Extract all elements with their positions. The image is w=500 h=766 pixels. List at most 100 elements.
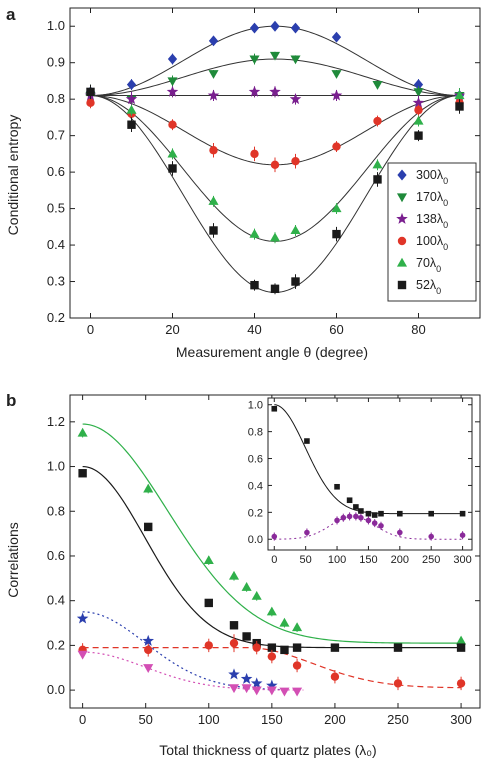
inset-x-tick-label: 150	[359, 554, 377, 566]
panel-a-data-point	[270, 284, 280, 294]
panel-a-fit-curves	[90, 25, 460, 293]
panel-a-y-tick-label: 0.5	[47, 201, 65, 216]
panel-a-ticks: 0 20 40 60 80 0.2 0.3 0.4 0.5 0.6 0.7 0.8 0.9 1.0	[47, 8, 480, 337]
legend-entry: 52λ0	[416, 278, 441, 296]
panel-b-fit-curve	[82, 611, 285, 691]
inset-data-point	[397, 510, 403, 517]
panel-b-data-point	[292, 622, 303, 632]
panel-b-y-tick-label: 0.0	[47, 682, 65, 697]
inset-data-point	[340, 514, 347, 521]
panel-b-data-point	[228, 570, 240, 580]
panel-b-data-point	[279, 617, 290, 627]
panel-b-data-point	[292, 661, 302, 670]
panel-a-data-point	[289, 93, 302, 105]
inset-x-tick-label: 250	[422, 554, 440, 566]
legend-marker	[396, 212, 408, 224]
inset-data-point	[304, 438, 310, 444]
panel-b-data-point	[251, 686, 262, 696]
panel-a-data-point	[166, 85, 179, 97]
panel-b-data-point	[242, 632, 251, 641]
panel-b-data-point	[78, 469, 87, 478]
panel-a-data-point	[125, 93, 138, 105]
panel-a-data-point	[331, 70, 342, 79]
panel-a-data-point	[86, 87, 95, 97]
panel-b-data-point	[266, 606, 277, 616]
legend-marker	[397, 236, 407, 246]
panel-b-data-point	[77, 427, 88, 437]
panel-b-data-point	[279, 687, 290, 697]
panel-a-data-point	[208, 70, 219, 79]
panel-b-y-tick-label: 0.6	[47, 548, 65, 563]
inset-frame	[267, 397, 473, 551]
panel-b-data-point	[292, 687, 303, 697]
panel-a-y-tick-label: 1.0	[47, 18, 65, 33]
panel-b-x-tick-label: 100	[198, 712, 220, 727]
inset-data-point	[459, 510, 466, 517]
panel-a-fit-curve	[90, 95, 460, 166]
panel-a-y-tick-label: 0.7	[47, 128, 65, 143]
panel-a-data-point	[168, 120, 177, 129]
panel-a-data-point	[412, 96, 425, 108]
inset-x-tick-label: 300	[453, 554, 471, 566]
panel-b-data-point	[250, 677, 263, 689]
inset-data-point	[365, 510, 372, 517]
panel-a-data-point	[372, 81, 383, 90]
panel-a-data-point	[126, 104, 137, 114]
inset-data-point	[353, 504, 359, 510]
panel-a-data-point	[290, 55, 301, 65]
inset-data-point	[358, 514, 364, 521]
legend-marker	[396, 193, 408, 203]
panel-a-data-point	[414, 131, 423, 140]
inset-data-point	[428, 510, 434, 517]
panel-b-frame	[69, 394, 481, 709]
inset-y-tick-label: 1.0	[248, 400, 263, 412]
inset-data-point	[459, 532, 466, 539]
inset-data-point	[346, 497, 353, 504]
inset-y-tick-label: 0.4	[248, 480, 263, 492]
panel-b-data-point	[241, 684, 252, 694]
panel-b-y-tick-label: 1.2	[47, 414, 65, 429]
panel-a-data-point	[127, 120, 136, 129]
panel-b-data-point	[229, 638, 239, 648]
panel-a-data-point	[455, 102, 464, 111]
panel-b-y-tick-label: 0.4	[47, 593, 65, 608]
inset-data-point	[378, 522, 384, 529]
panel-a-data-point	[454, 90, 465, 100]
legend-entry: 138λ0	[416, 212, 448, 230]
panel-a-x-axis-title: Measurement angle θ (degree)	[176, 344, 368, 360]
panel-b-y-tick-label: 1.0	[47, 459, 65, 474]
panel-a-y-tick-label: 0.2	[47, 310, 65, 325]
panel-b-data-point	[456, 679, 466, 688]
inset-data-point	[358, 508, 364, 514]
legend-entry: 70λ0	[416, 256, 441, 274]
panel-a-data-point	[331, 31, 342, 43]
legend-entry: 100λ0	[416, 234, 448, 252]
panel-b-y-tick-label: 0.8	[47, 503, 65, 518]
legend-marker	[397, 169, 407, 181]
legend-entry: 170λ0	[416, 190, 448, 208]
panel-a-plot-border	[69, 7, 481, 319]
inset-data-point	[334, 517, 340, 524]
panel-a-data-point	[331, 203, 342, 213]
panel-b-data-point	[142, 634, 155, 646]
panel-a-frame	[69, 7, 481, 319]
inset-data-point	[397, 529, 403, 536]
panel-b-data-point	[240, 672, 253, 684]
panel-a-y-axis-title: Conditional entropy	[5, 115, 21, 236]
panel-b-x-tick-label: 200	[324, 712, 346, 727]
panel-b-y-tick-label: 0.2	[47, 637, 65, 652]
panel-a-data-point	[249, 55, 260, 65]
panel-a-data-point	[86, 98, 95, 108]
panel-a-data-point	[270, 160, 280, 170]
panel-b-data-point	[266, 679, 278, 691]
panel-b-data-point	[228, 668, 240, 680]
panel-a-data-point	[167, 148, 178, 158]
inset-ticks: 0 50 100 150 200 250 300 0.0 0.2 0.4 0.6 0.8 1.0	[248, 398, 472, 566]
inset-data-points	[271, 405, 466, 541]
panel-a-data-point	[291, 156, 300, 166]
panel-b-data-point	[144, 522, 153, 532]
inset-data-point	[353, 513, 359, 520]
panel-a-x-tick-label: 80	[411, 322, 425, 337]
panel-b-x-tick-label: 150	[261, 712, 283, 727]
panel-a-data-point	[269, 232, 281, 242]
